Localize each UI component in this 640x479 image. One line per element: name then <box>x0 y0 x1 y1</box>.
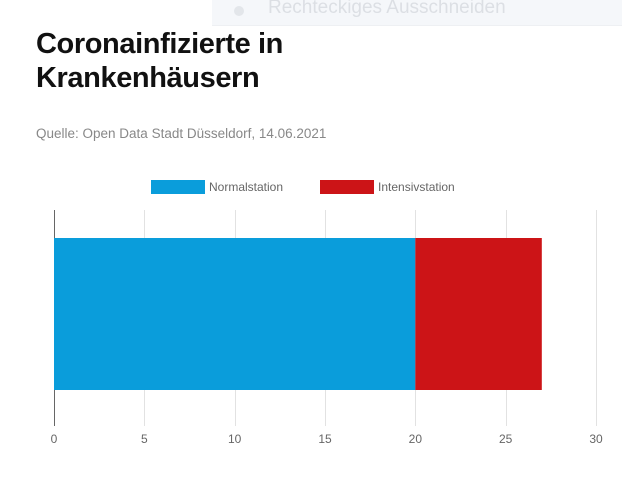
snip-mode-label: Rechteckiges Ausschneiden <box>268 0 506 18</box>
snip-mode-banner: Rechteckiges Ausschneiden <box>212 0 622 26</box>
legend-label: Intensivstation <box>378 180 455 194</box>
legend-item[interactable]: Intensivstation <box>320 180 455 194</box>
chart-title: Coronainfizierte in Krankenhäusern <box>36 28 283 94</box>
x-axis: 0 5 10 15 20 25 30 <box>51 432 603 446</box>
x-tick-label: 0 <box>51 432 58 446</box>
chart-source: Quelle: Open Data Stadt Düsseldorf, 14.0… <box>36 126 327 141</box>
legend-swatch <box>320 180 374 194</box>
x-tick-label: 15 <box>318 432 332 446</box>
x-tick-label: 30 <box>589 432 603 446</box>
x-tick-label: 20 <box>409 432 423 446</box>
legend-item[interactable]: Normalstation <box>151 180 283 194</box>
legend-swatch <box>151 180 205 194</box>
x-tick-label: 25 <box>499 432 513 446</box>
bar-intensivstation <box>415 238 542 390</box>
chart-bars <box>54 238 542 390</box>
bar-normalstation <box>54 238 416 390</box>
rectangle-snip-icon <box>234 6 244 16</box>
chart-legend: Normalstation Intensivstation <box>151 180 455 194</box>
x-tick-label: 5 <box>141 432 148 446</box>
legend-label: Normalstation <box>209 180 283 194</box>
x-tick-label: 10 <box>228 432 242 446</box>
